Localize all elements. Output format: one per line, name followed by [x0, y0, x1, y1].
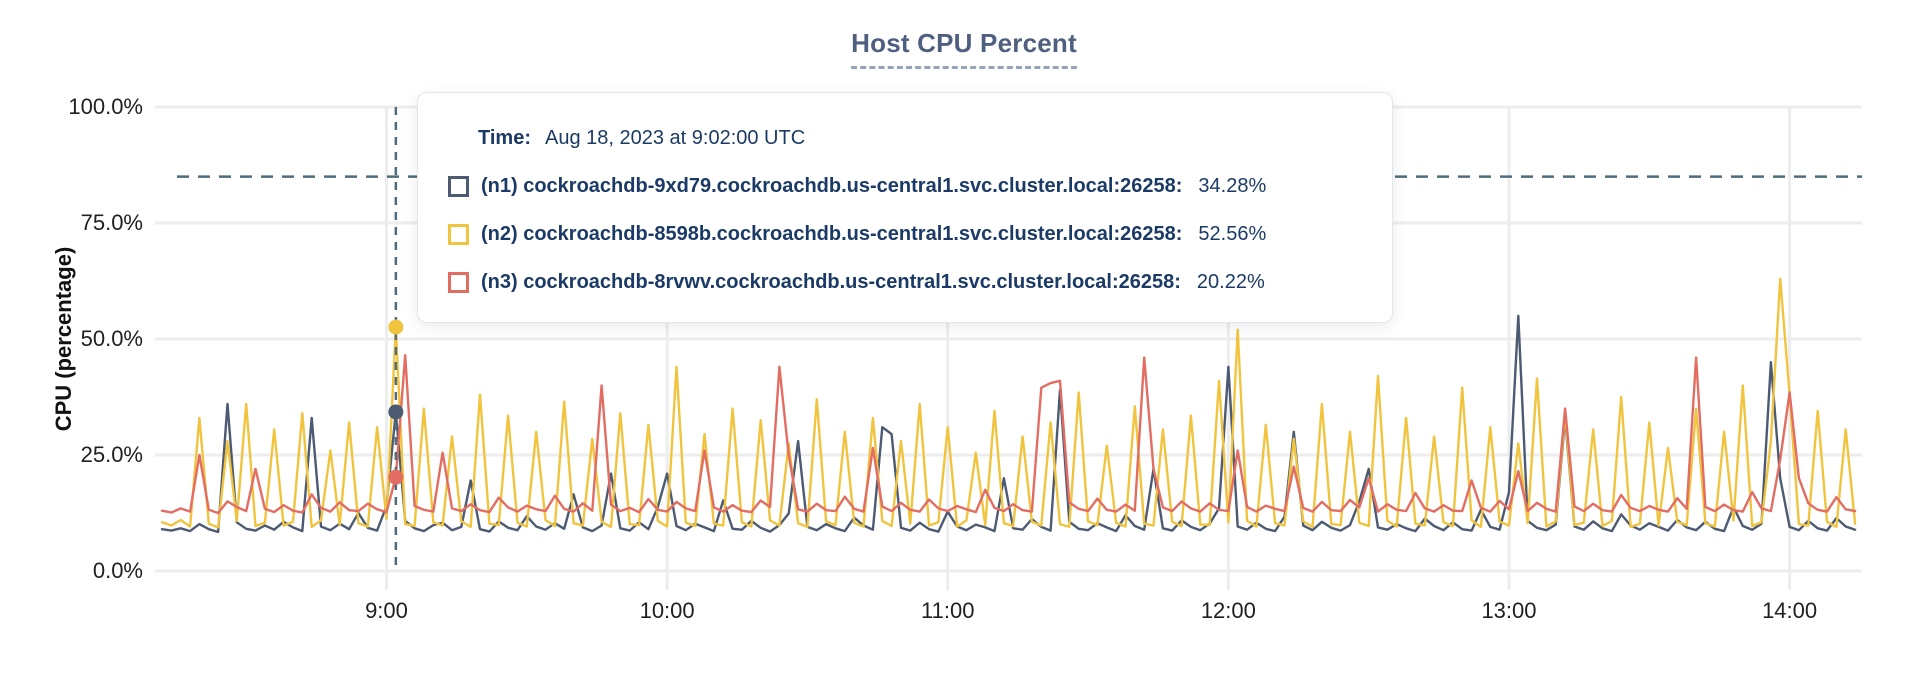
- tooltip-time-label: Time:: [478, 127, 531, 149]
- tooltip-series-value-n1: 34.28%: [1198, 175, 1267, 197]
- series-swatch-n2-icon: [448, 224, 469, 245]
- y-tick-label-25.0%: 25.0%: [80, 442, 143, 467]
- series-swatch-n1-icon: [448, 176, 469, 197]
- tooltip-time-row: Time: Aug 18, 2023 at 9:02:00 UTC: [478, 127, 1368, 150]
- tooltip-time-value: Aug 18, 2023 at 9:02:00 UTC: [544, 127, 806, 149]
- tooltip-series-label-n3: (n3) cockroachdb-8rvwv.cockroachdb.us-ce…: [481, 271, 1181, 293]
- tooltip-series-value-n3: 20.22%: [1196, 271, 1265, 293]
- chart-title-wrap: Host CPU Percent: [0, 28, 1928, 69]
- hover-tooltip: Time: Aug 18, 2023 at 9:02:00 UTC (n1) co…: [417, 92, 1393, 323]
- x-tick-label-12:00: 12:00: [1200, 598, 1256, 623]
- x-tick-label-13:00: 13:00: [1481, 598, 1537, 623]
- x-tick-label-9:00: 9:00: [365, 598, 408, 623]
- chart-title[interactable]: Host CPU Percent: [851, 28, 1077, 69]
- y-tick-label-100.0%: 100.0%: [68, 94, 143, 119]
- x-tick-label-11:00: 11:00: [921, 598, 975, 623]
- highlight-dot-n3: [388, 469, 404, 485]
- x-tick-label-14:00: 14:00: [1762, 598, 1818, 623]
- tooltip-row-n3: (n3) cockroachdb-8rvwv.cockroachdb.us-ce…: [448, 271, 1368, 294]
- series-line-n2: [160, 277, 1857, 529]
- tooltip-row-n1: (n1) cockroachdb-9xd79.cockroachdb.us-ce…: [448, 175, 1368, 198]
- y-tick-label-0.0%: 0.0%: [92, 558, 143, 583]
- highlight-dot-n1: [388, 404, 404, 420]
- y-tick-label-75.0%: 75.0%: [80, 210, 143, 235]
- series-swatch-n3-icon: [448, 272, 469, 293]
- series-line-n3: [160, 354, 1857, 515]
- tooltip-series-label-n1: (n1) cockroachdb-9xd79.cockroachdb.us-ce…: [481, 175, 1183, 197]
- highlight-dot-n2: [388, 319, 404, 335]
- tooltip-row-n2: (n2) cockroachdb-8598b.cockroachdb.us-ce…: [448, 223, 1368, 246]
- x-tick-label-10:00: 10:00: [639, 598, 695, 623]
- tooltip-series-label-n2: (n2) cockroachdb-8598b.cockroachdb.us-ce…: [481, 223, 1183, 245]
- tooltip-series-value-n2: 52.56%: [1198, 223, 1267, 245]
- y-tick-label-50.0%: 50.0%: [80, 326, 143, 351]
